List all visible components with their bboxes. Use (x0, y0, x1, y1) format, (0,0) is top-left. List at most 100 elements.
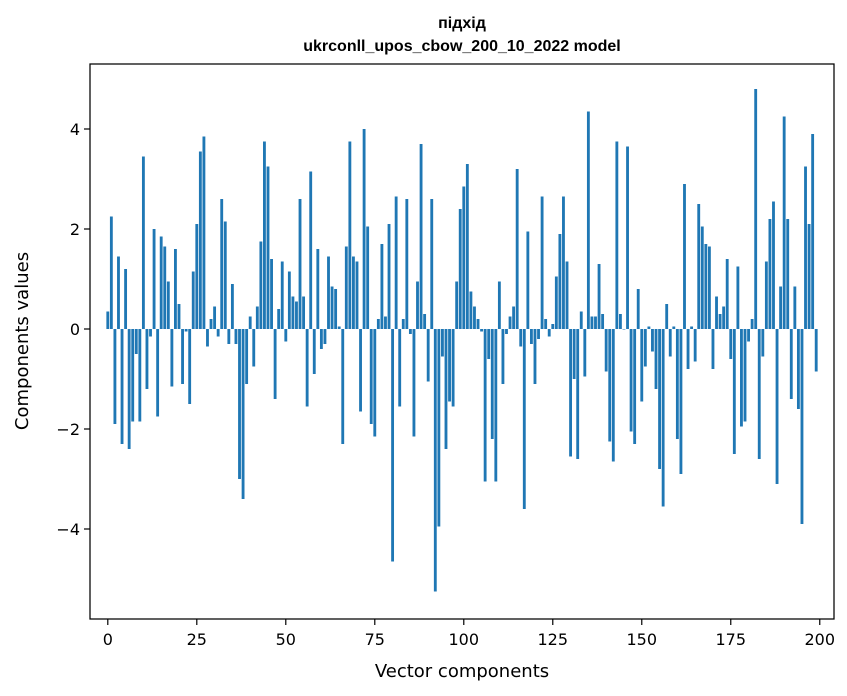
bar-105 (480, 329, 484, 332)
bar-172 (718, 314, 722, 329)
bar-114 (512, 306, 516, 329)
bar-112 (505, 329, 508, 334)
y-axis-label: Components values (12, 252, 33, 430)
bar-40 (248, 316, 252, 329)
bar-22 (184, 329, 188, 332)
bar-138 (597, 264, 601, 329)
bar-24 (191, 271, 195, 329)
bar-23 (188, 329, 192, 404)
bar-54 (298, 199, 302, 329)
bar-176 (732, 329, 736, 454)
bar-161 (679, 329, 683, 474)
bar-130 (569, 329, 572, 457)
bar-117 (522, 329, 526, 509)
bar-92 (433, 329, 437, 592)
bar-142 (611, 329, 615, 462)
bar-20 (177, 304, 181, 329)
bar-167 (700, 226, 704, 329)
bar-156 (661, 329, 665, 507)
bar-86 (412, 329, 416, 437)
bar-163 (686, 329, 690, 369)
bar-14 (156, 329, 160, 417)
x-tick-label: 125 (538, 630, 569, 649)
bar-6 (127, 329, 131, 449)
bar-33 (223, 221, 227, 329)
plot-frame (89, 63, 835, 620)
bar-183 (757, 329, 761, 459)
bar-197 (807, 224, 811, 329)
bar-129 (565, 261, 569, 329)
y-tick-label: 4 (70, 120, 80, 139)
bar-95 (444, 329, 448, 449)
x-tick-label: 150 (626, 630, 657, 649)
x-axis-label: Vector components (375, 661, 549, 682)
bar-78 (384, 316, 387, 329)
bar-164 (690, 326, 694, 329)
bar-75 (373, 329, 377, 437)
bar-56 (305, 329, 309, 407)
bar-145 (622, 329, 626, 330)
bar-157 (665, 304, 669, 329)
bar-120 (533, 329, 537, 384)
bar-101 (465, 164, 469, 329)
y-tick-label: 2 (70, 220, 80, 239)
chart-title-line-1: підхід (438, 15, 486, 32)
bar-154 (654, 329, 658, 389)
bar-107 (487, 329, 491, 359)
bar-3 (117, 256, 120, 329)
bar-57 (309, 171, 313, 329)
bar-70 (355, 261, 359, 329)
bar-158 (668, 329, 672, 357)
bar-104 (476, 319, 480, 329)
bar-102 (469, 291, 473, 329)
y-tick-label: −2 (56, 420, 80, 439)
bar-46 (270, 259, 273, 329)
bar-121 (537, 329, 540, 339)
bar-141 (608, 329, 612, 442)
bar-66 (341, 329, 345, 444)
bar-52 (291, 296, 295, 329)
bar-41 (252, 329, 256, 367)
bar-196 (804, 166, 807, 329)
bar-179 (743, 329, 747, 422)
bar-4 (120, 329, 124, 444)
x-tick-label: 100 (449, 630, 480, 649)
bar-85 (408, 329, 412, 334)
bar-111 (501, 329, 505, 384)
bar-132 (576, 329, 580, 459)
bar-29 (209, 319, 213, 329)
bar-149 (636, 289, 640, 329)
bar-61 (323, 329, 327, 344)
bar-110 (497, 281, 501, 329)
bar-194 (796, 329, 800, 409)
bar-2 (113, 329, 117, 424)
bar-37 (238, 329, 241, 479)
bar-63 (330, 286, 334, 329)
bar-169 (707, 246, 711, 329)
bar-81 (394, 196, 398, 329)
x-tick-label: 75 (365, 630, 385, 649)
bar-143 (615, 141, 619, 329)
bar-35 (230, 284, 234, 329)
bar-198 (811, 134, 815, 329)
x-tick-label: 175 (715, 630, 746, 649)
bar-144 (618, 314, 622, 329)
bar-53 (295, 301, 298, 329)
bar-73 (366, 226, 370, 329)
bar-series (106, 89, 818, 592)
bar-0 (106, 311, 110, 329)
bar-16 (163, 246, 167, 329)
bar-178 (740, 329, 743, 427)
bar-162 (683, 184, 686, 329)
bar-89 (423, 314, 427, 329)
bar-71 (359, 329, 362, 412)
bar-115 (515, 169, 519, 329)
bar-180 (747, 329, 750, 342)
bar-38 (241, 329, 245, 499)
bar-139 (601, 314, 605, 329)
bar-97 (451, 329, 455, 407)
bar-74 (369, 329, 373, 424)
bar-91 (430, 199, 434, 329)
x-tick-label: 200 (804, 630, 835, 649)
bar-109 (494, 329, 498, 482)
